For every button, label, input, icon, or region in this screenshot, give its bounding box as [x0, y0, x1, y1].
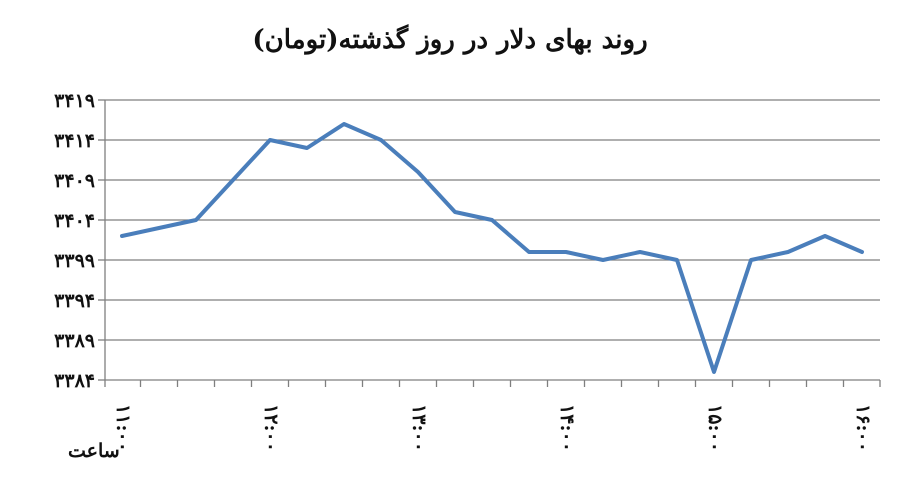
axes	[98, 99, 881, 387]
x-axis-tick-labels: ۱۱:۰۰ ۱۲:۰۰ ۱۳:۰۰ ۱۴:۰۰ ۱۵:۰۰ ۱۶:۰۰	[112, 404, 874, 452]
y-tick-label-6: ۳۴۱۴	[54, 130, 95, 152]
x-tick-label-1: ۱۲:۰۰	[260, 404, 282, 452]
x-tick-label-4: ۱۵:۰۰	[704, 404, 726, 452]
series-layer	[120, 122, 864, 374]
series-line-0	[120, 122, 864, 374]
x-axis-label: ساعت	[68, 440, 120, 462]
x-tick-label-3: ۱۴:۰۰	[556, 404, 578, 452]
y-tick-label-2: ۳۳۹۴	[54, 290, 95, 312]
x-tick-label-5: ۱۶:۰۰	[852, 404, 874, 452]
chart-title: روند بهای دلار در روز گذشته(تومان)	[252, 24, 647, 55]
y-tick-label-7: ۳۴۱۹	[54, 90, 95, 112]
y-axis-tick-labels: ۳۳۸۴ ۳۳۸۹ ۳۳۹۴ ۳۳۹۹ ۳۴۰۴ ۳۴۰۹ ۳۴۱۴ ۳۴۱۹	[54, 90, 95, 392]
x-tick-label-2: ۱۳:۰۰	[408, 404, 430, 452]
x-tick-label-0: ۱۱:۰۰	[112, 404, 134, 452]
y-tick-label-1: ۳۳۸۹	[54, 330, 95, 352]
y-tick-label-5: ۳۴۰۹	[54, 170, 95, 192]
y-tick-label-0: ۳۳۸۴	[54, 370, 95, 392]
y-tick-label-3: ۳۳۹۹	[54, 250, 95, 272]
y-tick-label-4: ۳۴۰۴	[54, 210, 95, 232]
